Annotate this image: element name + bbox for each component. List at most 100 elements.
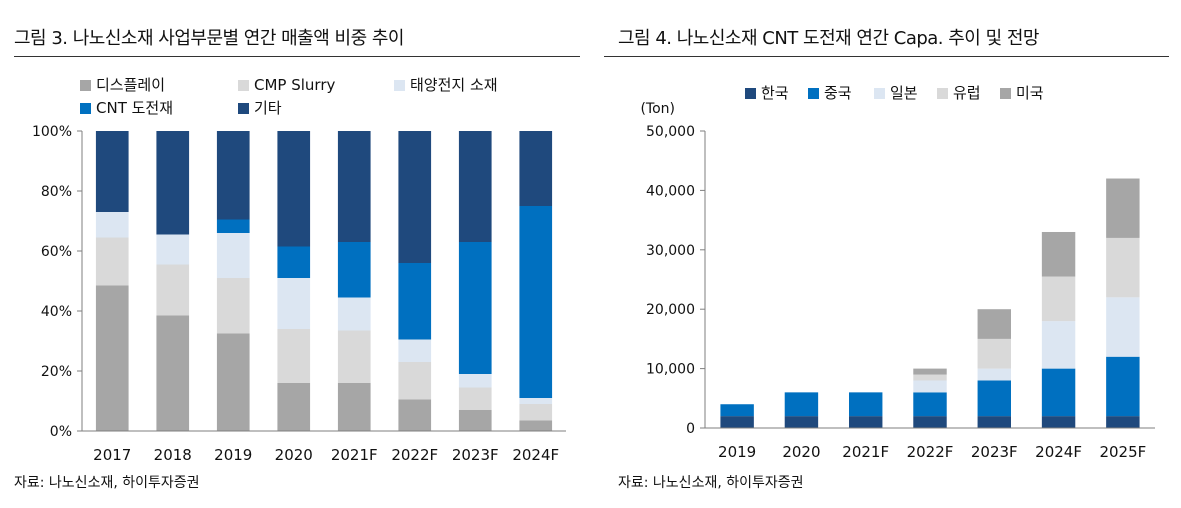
right-unit-label: (Ton) xyxy=(640,101,675,117)
left-stacked-bar-chart: 디스플레이 CMP Slurry 태양전지 소재 CNT 도전재 기타 0% 20% 40% 6… xyxy=(32,76,566,464)
right-bar-2023F-2 xyxy=(977,368,1011,381)
right-bar-2024F-1 xyxy=(1041,368,1076,417)
left-bar-2023F-3 xyxy=(458,242,492,374)
right-bar-2025F-0 xyxy=(1106,416,1140,428)
left-bar-2023F-0 xyxy=(458,410,492,431)
right-bar-2025F-1 xyxy=(1106,356,1140,417)
left-xtick-label-3: 2020 xyxy=(275,446,313,464)
left-legend-label-2: 태양전지 소재 xyxy=(410,76,498,94)
left-bar-2017-0 xyxy=(95,285,129,431)
left-xtick-label-6: 2023F xyxy=(452,446,499,464)
right-ytick-label-0: 0 xyxy=(686,421,695,437)
left-bar-2019-1 xyxy=(216,278,250,334)
right-bar-2022F-1 xyxy=(913,392,947,417)
left-bar-2019-2 xyxy=(216,233,250,278)
right-bar-2019-0 xyxy=(720,416,754,428)
left-xtick-label-4: 2021F xyxy=(331,446,378,464)
right-chart-title: 그림 4. 나노신소재 CNT 도전재 연간 Capa. 추이 및 전망 xyxy=(618,28,1040,49)
right-xtick-label-6: 2025F xyxy=(1099,443,1146,461)
left-ytick-label-5: 100% xyxy=(32,124,72,140)
left-bar-2021F-0 xyxy=(337,383,371,431)
left-bar-2017-2 xyxy=(95,212,129,238)
right-legend-swatch-3 xyxy=(937,88,948,99)
left-legend-label-0: 디스플레이 xyxy=(96,76,165,94)
left-bar-2017-4 xyxy=(95,131,129,212)
right-bar-2025F-2 xyxy=(1106,297,1140,357)
right-bar-2020-0 xyxy=(784,416,819,428)
left-legend-label-3: CNT 도전재 xyxy=(96,99,173,117)
right-xtick-label-3: 2022F xyxy=(907,443,954,461)
left-legend-swatch-1 xyxy=(238,80,249,91)
right-chart-panel: 그림 4. 나노신소재 CNT 도전재 연간 Capa. 추이 및 전망 한국 중… xyxy=(600,0,1181,508)
left-bar-2019-0 xyxy=(216,333,250,431)
left-bar-2023F-1 xyxy=(458,387,492,410)
left-bar-2018-4 xyxy=(156,131,190,235)
left-bar-2023F-2 xyxy=(458,374,492,388)
left-bar-2020-3 xyxy=(277,246,311,278)
right-bar-2023F-1 xyxy=(977,380,1011,417)
right-bar-2025F-4 xyxy=(1106,178,1140,238)
right-bar-2019-1 xyxy=(720,404,754,417)
left-bar-2021F-1 xyxy=(337,330,371,383)
left-chart-panel: 그림 3. 나노신소재 사업부문별 연간 매출액 비중 추이 디스플레이 CMP … xyxy=(0,0,580,508)
right-legend-label-1: 중국 xyxy=(824,84,852,102)
left-legend-swatch-0 xyxy=(80,80,91,91)
right-legend-swatch-1 xyxy=(808,88,819,99)
right-bar-2020-1 xyxy=(784,392,819,417)
right-legend-label-2: 일본 xyxy=(890,84,918,102)
left-bar-2022F-4 xyxy=(398,131,432,263)
left-legend-label-4: 기타 xyxy=(254,99,282,117)
right-bar-2022F-0 xyxy=(913,416,947,428)
right-bar-2024F-2 xyxy=(1041,321,1076,369)
left-bar-2024F-0 xyxy=(519,420,553,431)
right-xtick-label-2: 2021F xyxy=(842,443,889,461)
right-stacked-bar-chart: 한국 중국 일본 유럽 미국 (Ton) 0 10,000 20,000 30,000 40,000… xyxy=(640,84,1155,461)
left-source-note: 자료: 나노신소재, 하이투자증권 xyxy=(14,475,200,491)
right-ytick-label-5: 50,000 xyxy=(646,124,695,140)
right-legend-swatch-4 xyxy=(1000,88,1011,99)
left-xtick-label-0: 2017 xyxy=(93,446,131,464)
right-bar-2022F-4 xyxy=(913,368,947,375)
left-bar-2020-0 xyxy=(277,383,311,431)
left-xtick-label-5: 2022F xyxy=(391,446,438,464)
right-xtick-label-5: 2024F xyxy=(1035,443,1082,461)
left-bar-2019-3 xyxy=(216,219,250,233)
right-ytick-label-1: 10,000 xyxy=(646,362,695,378)
right-bar-2021F-1 xyxy=(849,392,883,417)
left-ytick-label-2: 40% xyxy=(41,304,72,320)
left-bar-2022F-2 xyxy=(398,339,432,362)
left-bar-2020-1 xyxy=(277,329,311,383)
right-xtick-label-4: 2023F xyxy=(971,443,1018,461)
right-bar-2024F-4 xyxy=(1041,231,1076,277)
left-bar-2021F-4 xyxy=(337,131,371,242)
left-ytick-label-4: 80% xyxy=(41,184,72,200)
right-source-note: 자료: 나노신소재, 하이투자증권 xyxy=(618,475,804,491)
left-bar-2022F-0 xyxy=(398,399,432,431)
left-ytick-label-3: 60% xyxy=(41,244,72,260)
right-xtick-label-0: 2019 xyxy=(718,443,756,461)
left-bar-2021F-3 xyxy=(337,242,371,298)
right-legend-swatch-0 xyxy=(745,88,756,99)
right-legend-label-3: 유럽 xyxy=(953,84,981,102)
left-bar-2020-4 xyxy=(277,131,311,247)
right-bar-2023F-4 xyxy=(977,309,1011,339)
left-bar-2018-0 xyxy=(156,315,190,431)
right-bar-2022F-2 xyxy=(913,380,947,393)
left-bar-2024F-2 xyxy=(519,398,553,404)
left-bar-2024F-3 xyxy=(519,206,553,398)
right-ytick-label-2: 20,000 xyxy=(646,302,695,318)
left-bar-2018-2 xyxy=(156,234,190,265)
right-legend-label-0: 한국 xyxy=(761,84,789,102)
left-bar-2019-4 xyxy=(216,131,250,220)
left-legend-swatch-4 xyxy=(238,103,249,114)
left-bar-2017-1 xyxy=(95,237,129,286)
left-xtick-label-2: 2019 xyxy=(214,446,252,464)
left-bar-2022F-1 xyxy=(398,362,432,400)
right-ytick-label-3: 30,000 xyxy=(646,243,695,259)
right-legend-label-4: 미국 xyxy=(1016,84,1044,102)
right-bar-2023F-3 xyxy=(977,338,1011,369)
left-chart-title: 그림 3. 나노신소재 사업부문별 연간 매출액 비중 추이 xyxy=(14,28,404,49)
left-legend-label-1: CMP Slurry xyxy=(254,76,335,94)
right-title-rule xyxy=(604,56,1169,57)
left-bar-2022F-3 xyxy=(398,263,432,340)
